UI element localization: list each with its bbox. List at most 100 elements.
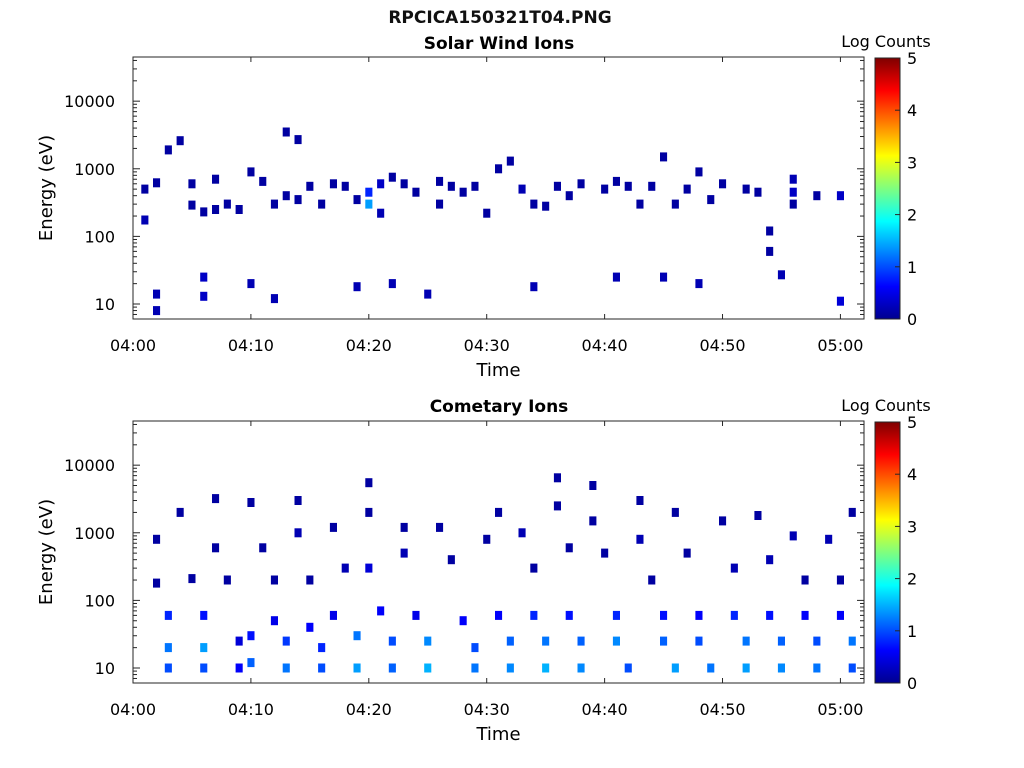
data-cell bbox=[294, 195, 302, 205]
data-cell bbox=[754, 187, 762, 197]
data-cell bbox=[848, 636, 856, 646]
data-cell bbox=[164, 610, 172, 620]
data-cell bbox=[200, 272, 208, 282]
data-cell bbox=[247, 279, 255, 289]
data-cell bbox=[612, 636, 620, 646]
data-cell bbox=[565, 543, 573, 553]
data-cell bbox=[683, 548, 691, 558]
x-tick-label: 04:30 bbox=[464, 700, 510, 719]
data-cell bbox=[212, 494, 220, 504]
data-cell bbox=[200, 610, 208, 620]
data-cell bbox=[306, 181, 314, 191]
data-cell bbox=[553, 501, 561, 511]
x-tick-label: 04:20 bbox=[346, 700, 392, 719]
data-cell bbox=[329, 610, 337, 620]
data-cell bbox=[671, 663, 679, 673]
data-cell bbox=[660, 636, 668, 646]
data-cell bbox=[365, 187, 373, 197]
y-tick-label: 10 bbox=[95, 659, 115, 678]
data-cell bbox=[695, 167, 703, 177]
x-tick-label: 04:20 bbox=[346, 336, 392, 355]
data-cell bbox=[495, 610, 503, 620]
data-cell bbox=[306, 622, 314, 632]
colorbar-tick-label: 2 bbox=[907, 206, 917, 225]
data-cell bbox=[247, 167, 255, 177]
data-cell bbox=[483, 534, 491, 544]
data-cell bbox=[329, 522, 337, 532]
data-cell bbox=[259, 543, 267, 553]
data-cell bbox=[695, 279, 703, 289]
data-cell bbox=[530, 199, 538, 209]
data-cell bbox=[495, 164, 503, 174]
x-axis-label: Time bbox=[475, 360, 520, 381]
data-cell bbox=[270, 575, 278, 585]
data-cell bbox=[318, 199, 326, 209]
data-cell bbox=[436, 176, 444, 186]
data-cell bbox=[836, 296, 844, 306]
data-cell bbox=[164, 643, 172, 653]
data-cell bbox=[318, 663, 326, 673]
colorbar-label: Log Counts bbox=[841, 396, 931, 415]
data-cell bbox=[648, 181, 656, 191]
colorbar-tick-label: 5 bbox=[907, 413, 917, 432]
data-cell bbox=[235, 205, 243, 214]
data-cell bbox=[247, 658, 255, 668]
data-cell bbox=[565, 191, 573, 201]
data-cell bbox=[153, 534, 161, 544]
data-cell bbox=[471, 181, 479, 191]
colorbar-tick-label: 0 bbox=[907, 674, 917, 693]
data-cell bbox=[353, 631, 361, 641]
data-cell bbox=[223, 199, 231, 209]
data-cell bbox=[270, 616, 278, 626]
y-tick-label: 100 bbox=[84, 591, 115, 610]
data-cell bbox=[530, 282, 538, 292]
y-tick-label: 10000 bbox=[64, 456, 115, 475]
data-cell bbox=[153, 289, 161, 299]
data-cell bbox=[212, 174, 220, 184]
data-cell bbox=[801, 575, 809, 585]
data-cell bbox=[506, 663, 514, 673]
data-cell bbox=[518, 528, 526, 538]
data-cell bbox=[589, 481, 597, 490]
data-cell bbox=[577, 663, 585, 673]
x-tick-label: 04:00 bbox=[110, 700, 156, 719]
data-cell bbox=[270, 294, 278, 304]
data-cell bbox=[636, 496, 644, 505]
data-cell bbox=[542, 636, 550, 646]
data-cell bbox=[377, 208, 385, 218]
data-cell bbox=[188, 574, 196, 584]
y-axis-label: Energy (eV) bbox=[36, 499, 57, 605]
data-cell bbox=[141, 215, 149, 225]
x-tick-label: 04:50 bbox=[699, 700, 745, 719]
data-cell bbox=[612, 272, 620, 282]
data-cell bbox=[153, 178, 161, 188]
x-tick-label: 04:10 bbox=[228, 700, 274, 719]
x-tick-label: 04:50 bbox=[699, 336, 745, 355]
data-cell bbox=[377, 179, 385, 189]
data-cell bbox=[601, 548, 609, 558]
data-cell bbox=[766, 226, 774, 236]
data-cell bbox=[707, 195, 715, 205]
data-cell bbox=[589, 516, 597, 526]
data-cell bbox=[542, 663, 550, 673]
colorbar-tick-label: 5 bbox=[907, 49, 917, 68]
data-cell bbox=[766, 555, 774, 565]
data-cell bbox=[388, 636, 396, 646]
colorbar-tick-label: 1 bbox=[907, 258, 917, 277]
data-cell bbox=[365, 478, 373, 488]
data-cell bbox=[789, 187, 797, 197]
y-tick-label: 100 bbox=[84, 227, 115, 246]
data-cell bbox=[624, 181, 632, 191]
data-cell bbox=[707, 663, 715, 673]
data-cell bbox=[742, 184, 750, 194]
data-cell bbox=[471, 663, 479, 673]
data-cell bbox=[164, 663, 172, 673]
data-cell bbox=[188, 200, 196, 210]
data-cell bbox=[223, 575, 231, 585]
colorbar-tick-label: 4 bbox=[907, 465, 917, 484]
x-tick-label: 04:00 bbox=[110, 336, 156, 355]
data-cell bbox=[459, 616, 467, 626]
data-cell bbox=[188, 179, 196, 189]
data-cell bbox=[200, 643, 208, 653]
